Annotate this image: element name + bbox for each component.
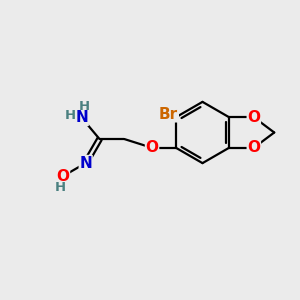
Text: O: O bbox=[247, 140, 260, 155]
Text: O: O bbox=[146, 140, 159, 155]
Text: Br: Br bbox=[159, 107, 178, 122]
Text: N: N bbox=[75, 110, 88, 125]
Text: N: N bbox=[79, 156, 92, 171]
Text: H: H bbox=[79, 100, 90, 113]
Text: H: H bbox=[55, 181, 66, 194]
Text: H: H bbox=[65, 109, 76, 122]
Text: O: O bbox=[56, 169, 70, 184]
Text: O: O bbox=[247, 110, 260, 125]
